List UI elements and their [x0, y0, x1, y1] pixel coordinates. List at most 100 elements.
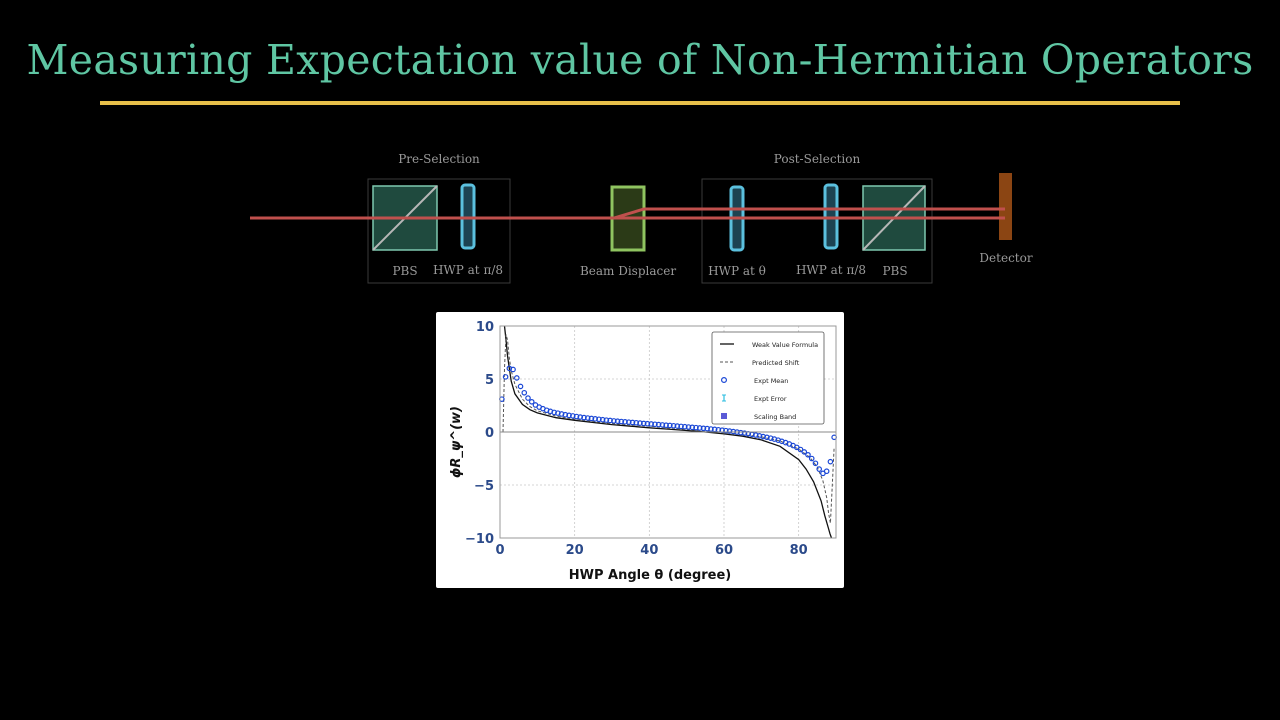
x-axis-label: HWP Angle θ (degree)	[569, 568, 732, 583]
expt-mean-point	[566, 412, 572, 419]
plot-curves	[502, 325, 835, 539]
expt-mean-point	[689, 424, 696, 431]
legend-entry: Scaling Band	[754, 413, 796, 421]
expt-mean-point	[573, 413, 580, 420]
page-title: Measuring Expectation value of Non-Hermi…	[26, 36, 1254, 84]
x-tick-label: 20	[566, 543, 584, 558]
expt-mean-point	[637, 420, 643, 426]
weak-value-formula-line	[503, 325, 833, 539]
hwp-theta-label: HWP at θ	[708, 264, 766, 278]
expt-mean-point	[577, 414, 584, 420]
legend-entry: Weak Value Formula	[752, 341, 818, 349]
y-tick-label: 0	[485, 426, 494, 441]
plot-legend: Weak Value Formula Predicted Shift Expt Me…	[711, 331, 825, 425]
expt-mean-point	[528, 398, 535, 405]
expt-mean-point	[525, 395, 531, 401]
expt-mean-point	[603, 417, 610, 423]
pre-selection-label: Pre-Selection	[398, 152, 480, 166]
expt-mean-point	[700, 425, 707, 432]
expt-mean-point	[655, 421, 662, 428]
expt-mean-point	[663, 422, 669, 429]
expt-mean-point	[517, 383, 524, 390]
expt-mean-point	[599, 416, 606, 423]
beam-displaced	[613, 207, 1005, 220]
pbs-label: PBS	[392, 264, 417, 278]
expt-mean-point	[797, 446, 804, 453]
expt-mean-point	[588, 415, 595, 422]
expt-mean-point	[801, 449, 808, 455]
expt-mean-point	[823, 468, 830, 475]
plot-ticks: 0 20 40 60 80 10 5 0 −5 −10	[465, 320, 808, 558]
expt-mean-point	[626, 419, 632, 425]
expt-mean-point	[652, 421, 658, 428]
legend-entry: Expt Mean	[754, 377, 788, 385]
expt-mean-point	[704, 425, 711, 432]
hwp-pi8-label-2: HWP at π/8	[796, 263, 866, 277]
expt-mean-point	[584, 415, 591, 421]
legend-entry: Expt Error	[754, 395, 787, 403]
expt-mean-point	[618, 418, 625, 425]
expt-mean-point	[502, 374, 509, 380]
expt-mean-point	[514, 375, 520, 381]
expt-mean-point	[685, 424, 692, 430]
expt-mean-point	[629, 419, 636, 426]
expt-mean-point	[633, 419, 640, 426]
expt-mean-point	[696, 425, 703, 431]
expt-mean-point	[674, 423, 681, 429]
y-tick-label: 10	[476, 320, 494, 335]
post-selection-label: Post-Selection	[774, 152, 861, 166]
expt-mean-point	[622, 419, 628, 425]
expt-mean-point	[723, 427, 729, 434]
expt-mean-point	[812, 460, 819, 467]
title-underline	[100, 101, 1180, 105]
optical-setup-diagram: Pre-Selection Post-Selection PBS HWP at …	[250, 152, 1033, 284]
plot-axes	[499, 325, 837, 539]
expt-mean-point	[667, 422, 673, 429]
expt-mean-point	[607, 417, 613, 424]
legend-swatch-band	[721, 413, 727, 419]
weak-value-plot-card: 0 20 40 60 80 10 5 0 −5 −10 HWP Angle θ (degree) …	[436, 312, 844, 588]
expt-mean-point	[592, 416, 599, 422]
expt-mean-point	[581, 414, 587, 421]
expt-mean-point	[510, 366, 516, 373]
expt-mean-point	[678, 423, 684, 430]
y-tick-label: −10	[465, 532, 494, 547]
expt-mean-point	[711, 426, 718, 433]
y-tick-label: 5	[485, 373, 494, 388]
expt-mean-point	[521, 389, 528, 396]
plot-markers	[499, 365, 837, 477]
legend-entry: Predicted Shift	[752, 359, 800, 367]
expt-mean-point	[596, 416, 602, 423]
expt-mean-point	[816, 466, 823, 472]
y-tick-label: −5	[474, 479, 494, 494]
pre-selection-box	[367, 178, 511, 284]
expt-mean-point	[827, 458, 834, 465]
x-tick-label: 80	[790, 543, 808, 558]
expt-mean-point	[659, 422, 666, 428]
expt-mean-point	[640, 420, 647, 427]
expt-mean-point	[614, 418, 621, 424]
x-tick-label: 40	[640, 543, 658, 558]
y-axis-label: ϕR_ψ^(w)	[449, 406, 464, 478]
expt-mean-point	[708, 426, 714, 432]
hwp-pi8-label: HWP at π/8	[433, 263, 503, 277]
detector-label: Detector	[979, 251, 1032, 265]
legend-box	[711, 331, 825, 425]
pbs-label-2: PBS	[882, 264, 907, 278]
expt-mean-point	[805, 451, 811, 458]
plot-frame	[499, 325, 837, 539]
expt-mean-point	[670, 422, 677, 429]
expt-mean-point	[693, 424, 699, 431]
expt-mean-point	[726, 428, 733, 434]
expt-mean-point	[737, 429, 744, 436]
legend-swatch-marker	[721, 376, 728, 383]
expt-mean-point	[648, 421, 655, 427]
expt-mean-point	[611, 418, 617, 424]
detector	[999, 173, 1012, 240]
beam-displacer-label: Beam Displacer	[580, 264, 676, 278]
expt-mean-point	[644, 420, 651, 427]
expt-mean-point	[808, 455, 815, 462]
x-tick-label: 0	[495, 543, 504, 558]
expt-mean-point	[682, 423, 688, 430]
